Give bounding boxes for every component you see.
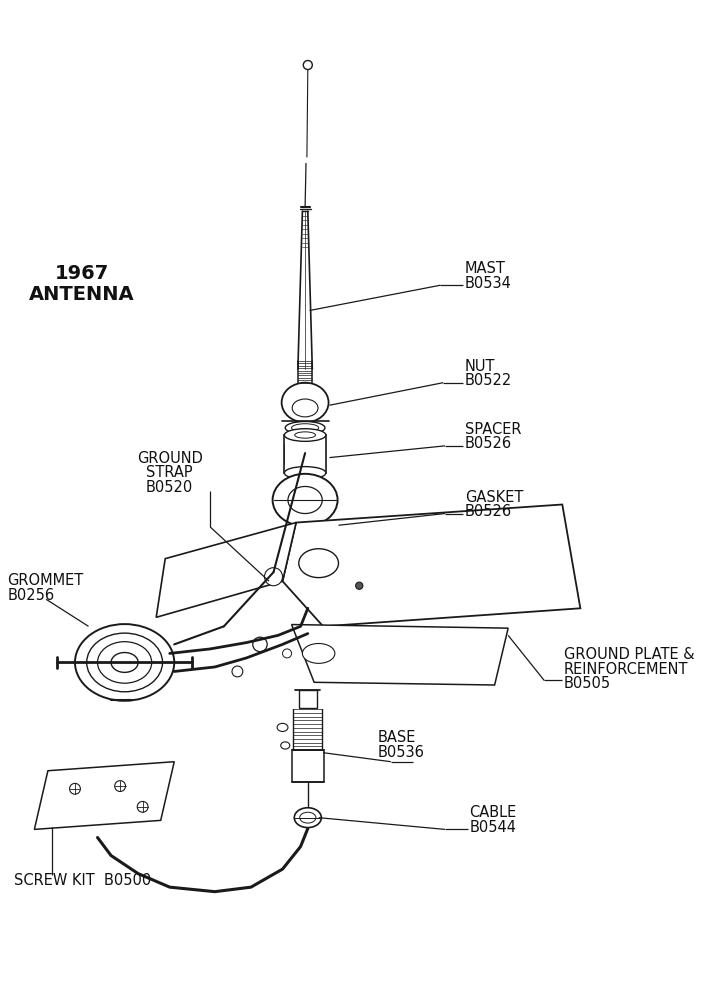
Text: NUT: NUT [464, 359, 496, 374]
Text: BASE: BASE [378, 730, 416, 745]
Circle shape [232, 666, 243, 677]
Ellipse shape [281, 383, 329, 422]
Circle shape [264, 568, 283, 586]
Text: STRAP: STRAP [146, 465, 193, 480]
Text: GROUND PLATE &: GROUND PLATE & [564, 647, 695, 662]
Text: B0520: B0520 [146, 480, 193, 495]
Ellipse shape [294, 808, 322, 828]
Text: B0544: B0544 [469, 820, 516, 835]
Text: B0534: B0534 [464, 276, 512, 291]
Text: GASKET: GASKET [464, 490, 523, 505]
Polygon shape [35, 762, 174, 829]
Polygon shape [291, 625, 508, 685]
Text: B0536: B0536 [378, 745, 424, 760]
Bar [291, 750, 324, 782]
Ellipse shape [281, 742, 290, 749]
Text: GROUND: GROUND [136, 451, 203, 466]
Ellipse shape [284, 467, 326, 479]
Ellipse shape [75, 624, 174, 701]
Text: 1967: 1967 [55, 264, 110, 283]
Circle shape [356, 582, 363, 589]
Ellipse shape [295, 432, 315, 438]
Ellipse shape [285, 421, 325, 434]
Text: B0505: B0505 [564, 676, 612, 691]
Text: B0522: B0522 [464, 373, 512, 388]
Ellipse shape [273, 474, 337, 526]
Ellipse shape [303, 643, 335, 663]
Ellipse shape [292, 399, 318, 417]
Circle shape [137, 801, 148, 812]
Text: SCREW KIT  B0500: SCREW KIT B0500 [13, 873, 151, 888]
Bar [299, 690, 317, 708]
Text: CABLE: CABLE [469, 805, 517, 820]
Polygon shape [283, 505, 580, 626]
Polygon shape [156, 523, 296, 617]
Text: B0256: B0256 [7, 588, 54, 603]
Text: GROMMET: GROMMET [7, 573, 83, 588]
Text: SPACER: SPACER [464, 422, 521, 437]
Text: B0526: B0526 [464, 504, 512, 519]
Bar [284, 435, 326, 473]
Circle shape [283, 649, 291, 658]
Ellipse shape [299, 549, 339, 578]
Ellipse shape [98, 642, 152, 683]
Circle shape [253, 637, 267, 652]
Text: ANTENNA: ANTENNA [30, 285, 135, 304]
Circle shape [69, 783, 81, 794]
Circle shape [303, 61, 312, 70]
Ellipse shape [284, 429, 326, 441]
Ellipse shape [87, 633, 163, 692]
Ellipse shape [277, 723, 288, 731]
Text: MAST: MAST [464, 261, 506, 276]
Ellipse shape [291, 424, 319, 432]
Ellipse shape [300, 812, 316, 823]
Text: REINFORCEMENT: REINFORCEMENT [564, 662, 689, 677]
Ellipse shape [111, 653, 138, 672]
Text: B0526: B0526 [464, 436, 512, 451]
Ellipse shape [288, 486, 322, 514]
Circle shape [115, 781, 126, 791]
